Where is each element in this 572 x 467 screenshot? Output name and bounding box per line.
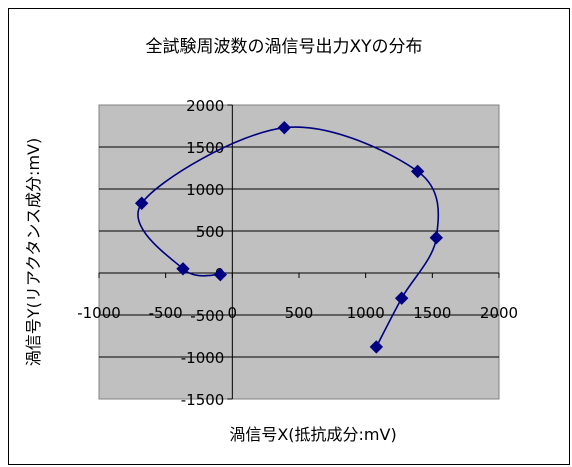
data-point-marker bbox=[134, 196, 149, 210]
chart-svg: -1000 -500 0 500 1000 1500 2000 20001500100050… bbox=[24, 37, 518, 444]
x-tick-label: 500 bbox=[285, 304, 314, 322]
data-point-marker bbox=[410, 164, 425, 179]
y-tick-label: 500 bbox=[196, 223, 225, 241]
y-tick-label: -500 bbox=[190, 307, 224, 325]
data-points bbox=[134, 120, 444, 354]
y-tick-label: -1000 bbox=[181, 349, 225, 367]
x-axis-label: 渦信号X(抵抗成分:mV) bbox=[229, 425, 396, 444]
x-tick-label: -1000 bbox=[77, 304, 121, 322]
data-point-marker bbox=[277, 120, 292, 135]
data-point-marker bbox=[429, 231, 444, 245]
x-tick-label: 1000 bbox=[347, 304, 385, 322]
x-tick-label: -500 bbox=[149, 304, 183, 322]
y-tick-label: 1000 bbox=[186, 181, 224, 199]
x-tick-label: 2000 bbox=[480, 304, 518, 322]
chart-frame: -1000 -500 0 500 1000 1500 2000 2000 1500 1000 50… bbox=[8, 8, 570, 465]
y-tick-label: 2000 bbox=[186, 97, 224, 115]
plot-area bbox=[98, 104, 500, 400]
data-point-marker bbox=[369, 340, 384, 354]
x-tick-labels: -1000 -500 0 500 1000 1500 2000 bbox=[77, 304, 518, 322]
plot-background-layer bbox=[98, 104, 500, 400]
series-line-layer bbox=[137, 126, 440, 348]
y-tick-label: 1500 bbox=[186, 139, 224, 157]
chart-title: 全試験周波数の渦信号出力XYの分布 bbox=[145, 37, 422, 57]
data-point-marker bbox=[213, 267, 228, 282]
y-axis-label: 渦信号Y(リアクタンス成分:mV) bbox=[24, 138, 43, 366]
data-point-marker bbox=[394, 291, 409, 305]
y-tick-label: -1500 bbox=[181, 391, 225, 409]
x-tick-label: 1500 bbox=[413, 304, 451, 322]
series-line bbox=[137, 126, 440, 348]
axes bbox=[98, 104, 500, 400]
x-tick-label: 0 bbox=[228, 304, 238, 322]
data-point-marker bbox=[176, 262, 190, 276]
